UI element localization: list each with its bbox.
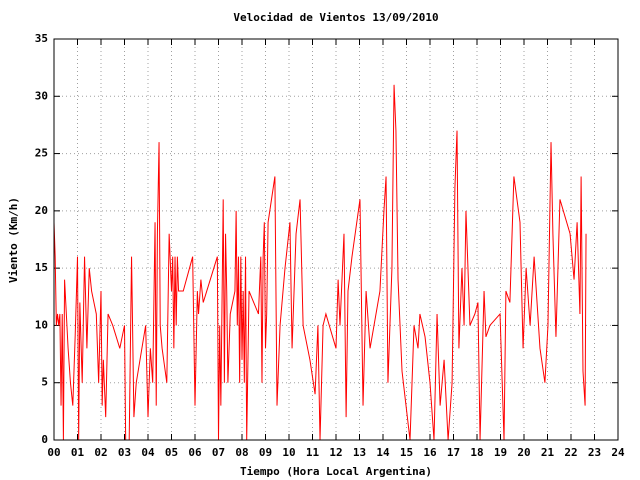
data-line	[53, 84, 587, 441]
x-tick-label: 14	[376, 446, 390, 459]
y-tick-label: 35	[35, 32, 48, 45]
x-tick-label: 05	[165, 446, 178, 459]
y-tick-label: 0	[41, 433, 48, 446]
x-tick-label: 21	[541, 446, 555, 459]
x-tick-label: 23	[588, 446, 601, 459]
x-axis-label: Tiempo (Hora Local Argentina)	[240, 465, 432, 478]
plot-frame	[53, 38, 619, 441]
x-tick-label: 12	[329, 446, 342, 459]
x-tick-label: 24	[611, 446, 625, 459]
x-tick-label: 08	[235, 446, 248, 459]
x-tick-label: 00	[47, 446, 60, 459]
x-tick-label: 15	[400, 446, 413, 459]
y-tick-label: 25	[35, 147, 48, 160]
x-tick-label: 07	[212, 446, 225, 459]
x-tick-label: 10	[282, 446, 295, 459]
x-tick-label: 13	[353, 446, 366, 459]
x-tick-label: 18	[470, 446, 483, 459]
y-tick-label: 10	[35, 318, 48, 331]
x-tick-label: 11	[306, 446, 320, 459]
y-tick-label: 15	[35, 261, 48, 274]
x-tick-label: 02	[94, 446, 107, 459]
x-tick-label: 20	[517, 446, 530, 459]
x-tick-label: 06	[188, 446, 202, 459]
y-tick-label: 5	[41, 376, 48, 389]
y-axis-label: Viento (Km/h)	[7, 197, 20, 283]
x-tick-label: 04	[141, 446, 155, 459]
x-tick-label: 17	[447, 446, 460, 459]
x-tick-label: 19	[494, 446, 507, 459]
y-tick-label: 20	[35, 204, 48, 217]
x-tick-label: 01	[71, 446, 85, 459]
chart-title: Velocidad de Vientos 13/09/2010	[233, 11, 438, 24]
x-tick-label: 03	[118, 446, 131, 459]
y-tick-label: 30	[35, 89, 48, 102]
x-tick-label: 16	[423, 446, 437, 459]
x-tick-label: 22	[564, 446, 577, 459]
x-tick-label: 09	[259, 446, 272, 459]
